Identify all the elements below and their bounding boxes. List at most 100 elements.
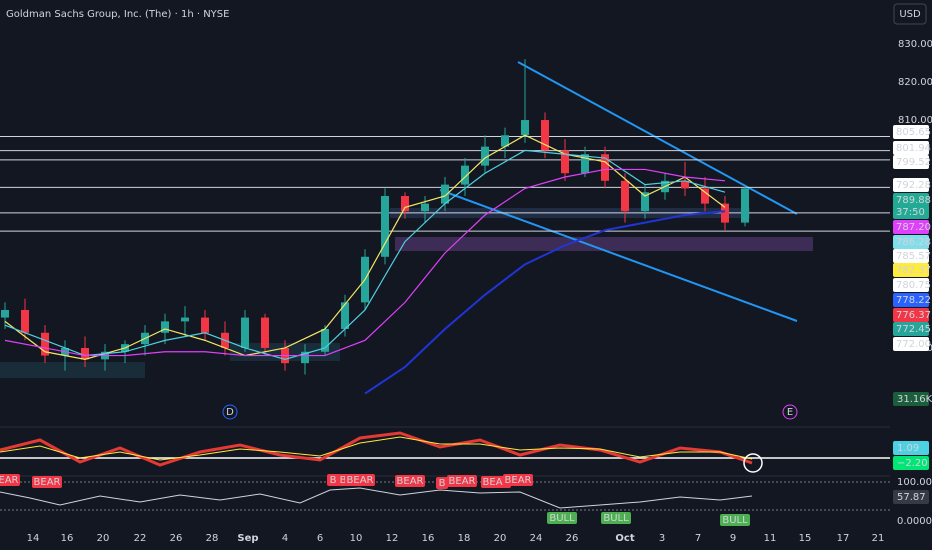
- indicator-label-bg: [893, 456, 929, 470]
- indicator-label-bg: [893, 490, 929, 504]
- price-label-bg: [893, 155, 929, 169]
- price-label: 799.52: [896, 157, 931, 168]
- candle-body: [301, 351, 309, 364]
- signal-bg: [0, 474, 20, 486]
- price-label: 805.65: [896, 127, 931, 138]
- signal-label: BEAR: [0, 475, 19, 486]
- candle-body: [381, 196, 389, 257]
- candle-body: [541, 120, 549, 151]
- signal-bg: [601, 512, 631, 524]
- price-label-bg: [893, 235, 929, 249]
- x-tick-label: 17: [837, 533, 850, 544]
- rsi-line: [0, 487, 753, 509]
- x-tick-label: 10: [350, 533, 363, 544]
- indicator-label: 100.00: [897, 477, 932, 488]
- volume-label: 31.16K: [897, 394, 932, 405]
- x-tick-label: 14: [27, 533, 40, 544]
- signal-bg: [345, 474, 375, 486]
- price-label-bg: [893, 125, 929, 139]
- candle-body: [321, 328, 329, 352]
- price-label: 782.37: [896, 265, 931, 276]
- x-tick-label: 7: [695, 533, 701, 544]
- signal-label: BEAR: [347, 475, 374, 486]
- candle-body: [241, 317, 249, 348]
- moving-average: [4, 134, 726, 360]
- price-label-bg: [893, 220, 929, 234]
- signal-label: BULL: [722, 515, 748, 526]
- moving-average: [4, 168, 726, 357]
- signal-label: BEAR: [397, 476, 424, 487]
- x-tick-label: Sep: [237, 533, 258, 544]
- x-tick-label: 4: [282, 533, 288, 544]
- indicator-label-bg: [893, 514, 929, 528]
- candle-body: [161, 321, 169, 333]
- candle-body: [681, 180, 689, 189]
- price-label-bg: [893, 205, 929, 219]
- price-label-bg: [893, 278, 929, 292]
- volume-label-bg: [893, 392, 929, 406]
- candle-body: [441, 184, 449, 204]
- candle-body: [41, 332, 49, 356]
- x-tick-label: 3: [659, 533, 665, 544]
- signal-label: B: [439, 478, 446, 489]
- candle-body: [401, 196, 409, 212]
- candle-body: [501, 135, 509, 147]
- candle-body: [461, 165, 469, 185]
- candle-body: [21, 309, 29, 333]
- macd-line: [0, 431, 753, 467]
- event-label: E: [787, 407, 793, 418]
- x-tick-label: 20: [494, 533, 507, 544]
- price-label: 772.45: [896, 324, 931, 335]
- price-label-bg: [893, 293, 929, 307]
- x-tick-label: 26: [170, 533, 183, 544]
- signal-label: BEAR: [505, 475, 532, 486]
- x-tick-label: 6: [317, 533, 323, 544]
- candle-body: [741, 188, 749, 223]
- x-tick-label: 11: [764, 533, 777, 544]
- price-label-bg: [893, 141, 929, 155]
- candle-body: [261, 317, 269, 348]
- indicator-label: 0.0000: [897, 516, 932, 527]
- indicator-label: −2.20: [897, 458, 928, 469]
- candle-body: [481, 146, 489, 166]
- price-label: 776.37: [896, 310, 931, 321]
- price-label: 787.20: [896, 222, 931, 233]
- y-tick-label: 830.00: [898, 39, 932, 50]
- x-tick-label: 20: [97, 533, 110, 544]
- signal-bg: [395, 475, 425, 487]
- candle-body: [721, 203, 729, 223]
- candle-body: [81, 347, 89, 360]
- candle-body: [701, 188, 709, 204]
- x-tick-label: 26: [566, 533, 579, 544]
- price-label: 801.94: [896, 143, 931, 154]
- candle-body: [641, 192, 649, 212]
- signal-label: BULL: [603, 513, 629, 524]
- currency-button[interactable]: [893, 3, 927, 25]
- highlight: [743, 453, 763, 473]
- signal-bg: [720, 514, 750, 526]
- candle-body: [601, 154, 609, 181]
- moving-average: [4, 149, 726, 360]
- price-label: 778.22: [896, 295, 931, 306]
- trend-line: [517, 61, 798, 215]
- x-tick-label: 15: [799, 533, 812, 544]
- signal-label: BULL: [549, 513, 575, 524]
- signal-bg: [327, 474, 339, 486]
- signal-bg: [436, 477, 448, 489]
- signal-bg: [32, 476, 62, 488]
- price-label: 786.28: [896, 237, 931, 248]
- signal-label: BEAR: [483, 477, 510, 488]
- price-label-bg: [893, 322, 929, 336]
- price-label-bg: [893, 337, 929, 351]
- candle-body: [561, 150, 569, 174]
- x-tick-label: 22: [134, 533, 147, 544]
- price-label-bg: [893, 308, 929, 322]
- currency[interactable]: USD: [899, 9, 921, 20]
- indicator-label-bg: [893, 441, 929, 455]
- zone: [395, 237, 813, 251]
- x-tick-label: Oct: [615, 533, 634, 544]
- price-label: 37:50: [896, 207, 925, 218]
- price-label-bg: [893, 178, 929, 192]
